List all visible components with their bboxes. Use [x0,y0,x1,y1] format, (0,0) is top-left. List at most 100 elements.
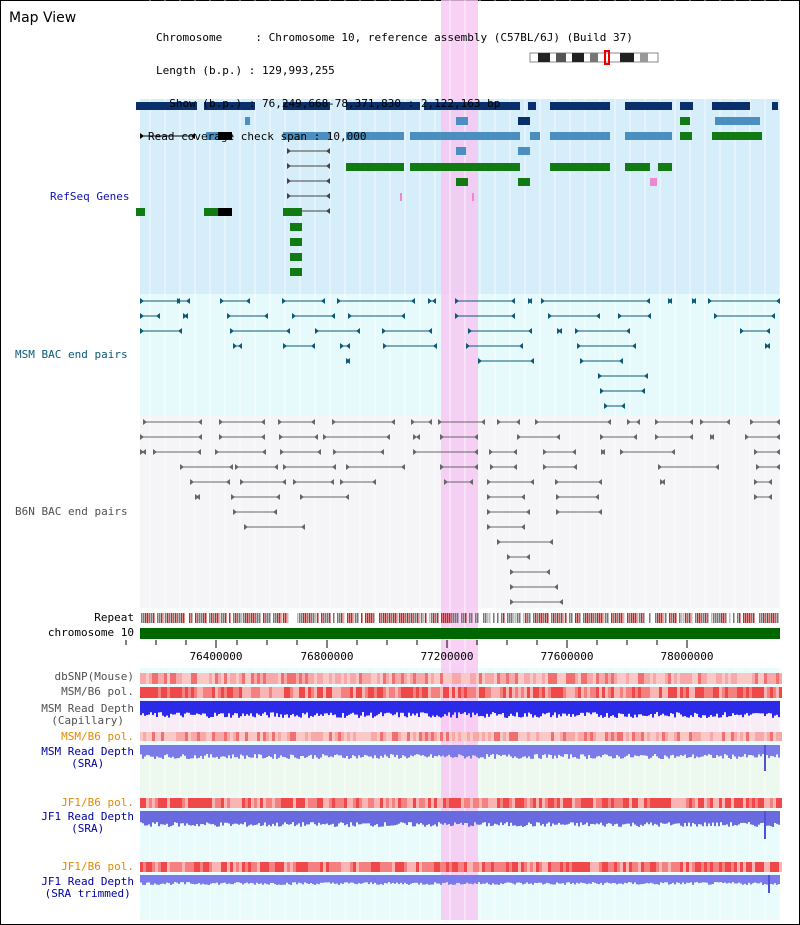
pair-feature-end[interactable] [768,479,772,485]
gene-feature[interactable] [680,117,690,125]
pair-feature-end[interactable] [466,343,470,349]
pair-feature-end[interactable] [438,419,442,425]
gene-feature[interactable] [550,163,610,171]
pair-feature-end[interactable] [416,434,420,440]
gene-feature[interactable] [712,102,750,110]
pair-feature-end[interactable] [282,479,286,485]
gene-feature[interactable] [550,132,610,140]
pair-feature-end[interactable] [750,419,754,425]
pair-feature-end[interactable] [474,464,478,470]
gene-feature[interactable] [625,102,672,110]
pair-feature-end[interactable] [754,449,758,455]
pair-feature-end[interactable] [346,358,350,364]
pair-feature-end[interactable] [526,554,530,560]
pair-feature-end[interactable] [598,479,602,485]
pair-feature-end[interactable] [543,464,547,470]
pair-feature-end[interactable] [428,419,432,425]
pair-feature-end[interactable] [647,313,651,319]
track-label-msm-bac[interactable]: MSM BAC end pairs [15,348,128,361]
pair-feature-end[interactable] [497,419,501,425]
pair-feature-end[interactable] [549,539,553,545]
pair-feature-end[interactable] [598,373,602,379]
gene-feature[interactable] [550,102,610,110]
pair-feature-end[interactable] [235,464,239,470]
pair-feature-end[interactable] [556,494,560,500]
pair-feature-end[interactable] [337,298,341,304]
pair-feature-end[interactable] [383,343,387,349]
pair-feature-end[interactable] [440,434,444,440]
pair-feature-end[interactable] [215,449,219,455]
pair-feature-end[interactable] [598,509,602,515]
pair-feature-end[interactable] [668,298,672,304]
gene-feature[interactable] [218,208,232,216]
pair-feature-end[interactable] [776,464,780,470]
pair-feature-end[interactable] [714,313,718,319]
pair-feature-end[interactable] [440,464,444,470]
pair-feature-end[interactable] [526,509,530,515]
pair-feature-end[interactable] [197,449,201,455]
pair-feature-end[interactable] [521,494,525,500]
track-label-jf1-read-depth-sra[interactable]: JF1 Read Depth (SRA) [41,811,134,835]
pair-feature-end[interactable] [521,524,525,530]
pair-feature-end[interactable] [658,464,662,470]
pair-feature-end[interactable] [541,298,545,304]
pair-feature-end[interactable] [715,464,719,470]
pair-feature-end[interactable] [776,434,780,440]
gene-feature[interactable] [680,132,692,140]
pair-feature-end[interactable] [546,569,550,575]
pair-feature-end[interactable] [572,449,576,455]
gene-feature[interactable] [518,117,530,125]
pair-feature-end[interactable] [287,193,291,199]
pair-feature-end[interactable] [140,328,144,334]
chromosome-bar[interactable] [140,628,780,639]
pair-feature-end[interactable] [315,328,319,334]
pair-feature-end[interactable] [776,419,780,425]
pair-feature-end[interactable] [555,479,559,485]
track-label-chromosome[interactable]: chromosome 10 [47,626,134,639]
pair-feature-end[interactable] [444,479,448,485]
pair-feature-end[interactable] [700,419,704,425]
pair-feature-end[interactable] [330,479,334,485]
pair-feature-end[interactable] [487,479,491,485]
pair-feature-end[interactable] [261,434,265,440]
gene-feature[interactable] [283,208,302,216]
pair-feature-end[interactable] [280,449,284,455]
pair-feature-end[interactable] [391,419,395,425]
pair-feature-end[interactable] [345,494,349,500]
pair-feature-end[interactable] [287,163,291,169]
pair-feature-end[interactable] [620,449,624,455]
track-label-repeat[interactable]: Repeat [94,611,134,624]
pair-feature-end[interactable] [233,343,237,349]
pair-feature-end[interactable] [455,298,459,304]
gene-feature[interactable] [424,102,520,110]
pair-feature-end[interactable] [528,298,532,304]
gene-feature[interactable] [290,223,302,231]
polymorphism-tracks[interactable] [140,673,782,872]
chromosome-ideogram[interactable] [529,50,659,65]
track-label-msm-b6-pol-2[interactable]: MSM/B6 pol. [61,730,134,743]
pair-feature-end[interactable] [481,419,485,425]
pair-feature-end[interactable] [771,313,775,319]
pair-feature-end[interactable] [142,449,146,455]
pair-feature-end[interactable] [186,298,190,304]
pair-feature-end[interactable] [156,313,160,319]
gene-feature[interactable] [530,132,540,140]
pair-feature-end[interactable] [511,298,515,304]
pair-feature-end[interactable] [519,343,523,349]
pair-feature-end[interactable] [178,328,182,334]
pair-feature-end[interactable] [177,298,181,304]
pair-feature-end[interactable] [264,313,268,319]
pair-feature-end[interactable] [469,479,473,485]
pair-feature-end[interactable] [558,328,562,334]
pair-feature-end[interactable] [633,434,637,440]
pair-feature-end[interactable] [411,419,415,425]
gene-feature[interactable] [346,132,404,140]
track-features[interactable] [136,102,780,605]
pair-feature-end[interactable] [513,464,517,470]
pair-feature-end[interactable] [311,419,315,425]
pair-feature-end[interactable] [516,419,520,425]
pair-feature-end[interactable] [314,434,318,440]
pair-feature-end[interactable] [326,193,330,199]
pair-feature-end[interactable] [326,178,330,184]
pair-feature-end[interactable] [604,403,608,409]
